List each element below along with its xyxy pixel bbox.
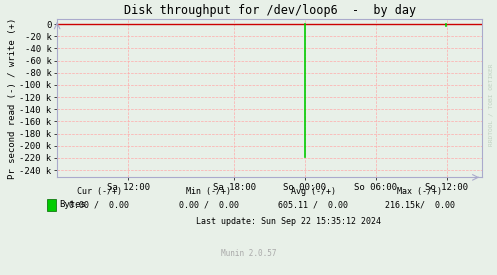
Text: Bytes: Bytes <box>60 200 86 209</box>
Text: 0.00 /  0.00: 0.00 / 0.00 <box>179 201 239 210</box>
Text: 0.00 /  0.00: 0.00 / 0.00 <box>70 201 129 210</box>
Text: 216.15k/  0.00: 216.15k/ 0.00 <box>385 201 455 210</box>
Text: RRDTOOL / TOBI OETIKER: RRDTOOL / TOBI OETIKER <box>489 63 494 146</box>
Bar <box>47 199 56 211</box>
Title: Disk throughput for /dev/loop6  -  by day: Disk throughput for /dev/loop6 - by day <box>124 4 415 17</box>
Text: 605.11 /  0.00: 605.11 / 0.00 <box>278 201 348 210</box>
Text: Min (-/+): Min (-/+) <box>186 187 231 196</box>
Text: Cur (-/+): Cur (-/+) <box>77 187 122 196</box>
Text: Avg (-/+): Avg (-/+) <box>291 187 335 196</box>
Text: Max (-/+): Max (-/+) <box>398 187 442 196</box>
Y-axis label: Pr second read (-) / write (+): Pr second read (-) / write (+) <box>7 18 16 179</box>
Text: Last update: Sun Sep 22 15:35:12 2024: Last update: Sun Sep 22 15:35:12 2024 <box>196 217 381 226</box>
Text: Munin 2.0.57: Munin 2.0.57 <box>221 249 276 258</box>
